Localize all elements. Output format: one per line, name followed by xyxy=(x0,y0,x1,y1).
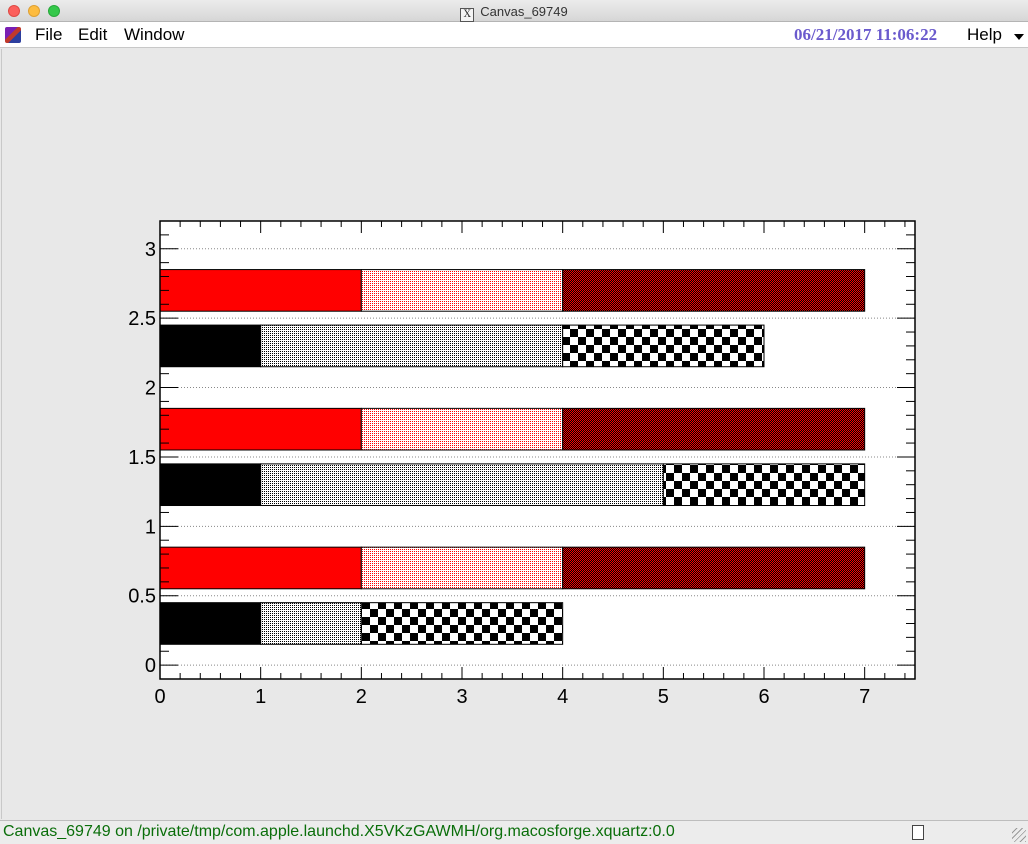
x-tick-label-5: 5 xyxy=(658,686,669,708)
plot-frame xyxy=(159,220,916,680)
x-tick-label-1: 1 xyxy=(255,686,266,708)
y-tick-label-5: 2.5 xyxy=(128,308,156,330)
x-tick-label-0: 0 xyxy=(154,686,165,708)
bar-2-segment-1 xyxy=(260,463,664,507)
status-bar: Canvas_69749 on /private/tmp/com.apple.l… xyxy=(0,820,1028,844)
x-tick-label-4: 4 xyxy=(557,686,568,708)
y-tick-label-0: 0 xyxy=(145,655,156,677)
menu-edit[interactable]: Edit xyxy=(78,25,108,44)
bar-5-segment-0 xyxy=(159,269,362,312)
bar-1-segment-1 xyxy=(360,546,564,590)
y-tick-label-3: 1.5 xyxy=(128,447,156,469)
zoom-window-button[interactable] xyxy=(48,5,60,17)
bar-4-segment-0 xyxy=(159,324,262,368)
y-tick-label-6: 3 xyxy=(145,239,156,261)
bar-1-segment-0 xyxy=(159,546,362,590)
resize-grip[interactable] xyxy=(1012,828,1026,842)
y-tick-label-4: 2 xyxy=(145,378,156,400)
window-title: X Canvas_69749 xyxy=(0,4,1028,22)
title-bar: X Canvas_69749 xyxy=(0,0,1028,22)
x-tick-label-3: 3 xyxy=(456,686,467,708)
bar-4-segment-2 xyxy=(562,324,765,368)
x11-icon: X xyxy=(460,8,475,22)
bar-0-segment-2 xyxy=(360,602,564,645)
y-tick-label-1: 0.5 xyxy=(128,586,156,608)
datetime-label: 06/21/2017 11:06:22 xyxy=(794,25,938,44)
x-tick-label-6: 6 xyxy=(758,686,769,708)
menu-file[interactable]: File xyxy=(35,25,63,44)
document-icon[interactable] xyxy=(912,825,924,840)
bar-3-segment-1 xyxy=(360,407,564,451)
chevron-down-icon[interactable] xyxy=(1014,34,1024,40)
bar-5-segment-1 xyxy=(360,269,564,312)
window-title-text: Canvas_69749 xyxy=(480,4,568,19)
chart: 0 1 2 3 4 5 6 7 0 0.5 1 1.5 2 2.5 3 xyxy=(128,220,916,708)
bar-3-segment-2 xyxy=(562,407,866,451)
minimize-window-button[interactable] xyxy=(28,5,40,17)
menu-window[interactable]: Window xyxy=(124,25,185,44)
canvas-area[interactable]: 0 1 2 3 4 5 6 7 0 0.5 1 1.5 2 2.5 3 xyxy=(1,49,1027,819)
bar-3-segment-0 xyxy=(159,407,362,451)
x-tick-label-7: 7 xyxy=(859,686,870,708)
bar-4-segment-1 xyxy=(260,324,564,368)
menu-bar: File Edit Window 06/21/2017 11:06:22 Hel… xyxy=(0,22,1028,48)
bar-2-segment-2 xyxy=(662,463,866,507)
y-tick-label-2: 1 xyxy=(145,516,156,538)
bar-5-segment-2 xyxy=(562,269,866,312)
root-app-icon xyxy=(5,27,21,43)
menu-help[interactable]: Help xyxy=(967,25,1002,44)
bar-1-segment-2 xyxy=(562,546,866,590)
close-window-button[interactable] xyxy=(8,5,20,17)
x-tick-label-2: 2 xyxy=(356,686,367,708)
bar-0-segment-0 xyxy=(159,602,262,645)
bar-0-segment-1 xyxy=(260,602,362,645)
status-text: Canvas_69749 on /private/tmp/com.apple.l… xyxy=(3,823,675,840)
bar-2-segment-0 xyxy=(159,463,262,507)
